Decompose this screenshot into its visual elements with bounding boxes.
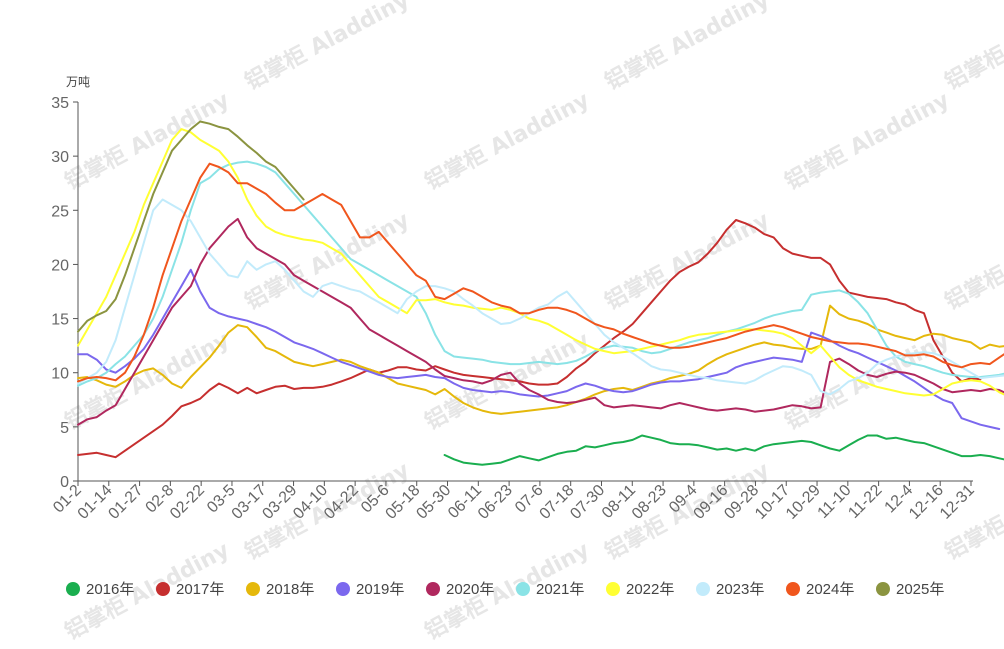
x-tick-label: 05-30	[413, 482, 454, 523]
legend-item[interactable]: 2019年	[336, 581, 404, 598]
y-tick-label: 30	[51, 149, 69, 166]
y-axis-unit-label: 万吨	[66, 75, 90, 89]
series-line	[77, 198, 1004, 396]
watermark: 铝掌柜 Aladdiny	[421, 87, 594, 195]
legend-item[interactable]: 2022年	[606, 581, 674, 598]
x-tick-label: 03-17	[229, 482, 270, 523]
legend-label: 2017年	[176, 581, 224, 598]
watermark-text: 铝掌柜 Aladdiny	[421, 327, 594, 435]
watermark-text: 铝掌柜 Aladdiny	[421, 87, 594, 195]
y-tick-label: 15	[51, 312, 69, 329]
legend-item[interactable]: 2016年	[66, 581, 134, 598]
legend-marker	[246, 582, 260, 596]
legend-label: 2016年	[86, 581, 134, 598]
legend[interactable]: 2016年 2017年 2018年 2019年 2020年 2021年 2022年 2023年…	[66, 581, 944, 598]
watermark: 铝掌柜 Aladdiny	[241, 207, 414, 315]
y-tick-label: 10	[51, 366, 69, 383]
legend-marker	[426, 582, 440, 596]
legend-marker	[696, 582, 710, 596]
watermark: 铝掌柜 Aladdiny	[941, 207, 1004, 315]
legend-marker	[786, 582, 800, 596]
series-line	[77, 304, 1004, 415]
x-tick-label: 07-18	[537, 482, 578, 523]
legend-marker	[156, 582, 170, 596]
legend-marker	[336, 582, 350, 596]
x-ticks: 01-201-1401-2702-802-2203-503-1703-2904-…	[50, 481, 978, 523]
watermark: 铝掌柜 Aladdiny	[601, 207, 774, 315]
series-line	[77, 217, 1004, 426]
legend-marker	[66, 582, 80, 596]
legend-item[interactable]: 2017年	[156, 581, 224, 598]
watermark: 铝掌柜 Aladdiny	[421, 327, 594, 435]
watermark: 铝掌柜 Aladdiny	[781, 87, 954, 195]
y-tick-label: 25	[51, 203, 69, 220]
x-tick-label: 02-22	[167, 482, 208, 523]
watermark-text: 铝掌柜 Aladdiny	[941, 0, 1004, 95]
watermark-text: 铝掌柜 Aladdiny	[941, 207, 1004, 315]
legend-label: 2023年	[716, 581, 764, 598]
watermark: 铝掌柜 Aladdiny	[601, 457, 774, 565]
series-line	[77, 120, 305, 333]
series-line	[77, 162, 1004, 383]
legend-marker	[876, 582, 890, 596]
x-tick-label: 07-30	[567, 482, 608, 523]
series-lines	[77, 120, 1004, 466]
watermark: 铝掌柜 Aladdiny	[601, 0, 774, 95]
watermark-text: 铝掌柜 Aladdiny	[601, 0, 774, 95]
x-tick-label: 12-31	[937, 482, 978, 523]
legend-label: 2018年	[266, 581, 314, 598]
series-line	[77, 160, 1004, 387]
x-tick-label: 01-14	[75, 482, 116, 523]
watermark-text: 铝掌柜 Aladdiny	[601, 457, 774, 565]
x-tick-label: 11-10	[815, 482, 855, 522]
legend-item[interactable]: 2021年	[516, 581, 584, 598]
y-tick-label: 5	[60, 420, 69, 437]
legend-label: 2019年	[356, 581, 404, 598]
legend-item[interactable]: 2025年	[876, 581, 944, 598]
watermark-text: 铝掌柜 Aladdiny	[241, 207, 414, 315]
legend-marker	[606, 582, 620, 596]
axes: 万吨	[66, 75, 973, 482]
y-tick-label: 35	[51, 95, 69, 112]
watermark-text: 铝掌柜 Aladdiny	[241, 0, 414, 95]
legend-label: 2025年	[896, 581, 944, 598]
series-line	[443, 434, 1004, 466]
legend-marker	[516, 582, 530, 596]
x-tick-label: 12-16	[906, 482, 947, 523]
x-tick-label: 01-27	[105, 482, 146, 523]
series-line	[77, 128, 1004, 397]
watermark-text: 铝掌柜 Aladdiny	[781, 87, 954, 195]
legend-label: 2020年	[446, 581, 494, 598]
legend-item[interactable]: 2024年	[786, 581, 854, 598]
legend-label: 2024年	[806, 581, 854, 598]
y-tick-label: 0	[60, 474, 69, 491]
legend-item[interactable]: 2023年	[696, 581, 764, 598]
legend-label: 2022年	[626, 581, 674, 598]
legend-item[interactable]: 2018年	[246, 581, 314, 598]
series-line	[77, 219, 982, 459]
watermark: 铝掌柜 Aladdiny	[941, 0, 1004, 95]
y-tick-label: 20	[51, 257, 69, 274]
x-tick-label: 06-23	[475, 482, 516, 523]
watermark: 铝掌柜 Aladdiny	[241, 0, 414, 95]
legend-label: 2021年	[536, 581, 584, 598]
watermark-text: 铝掌柜 Aladdiny	[601, 207, 774, 315]
x-tick-label: 10-29	[783, 482, 824, 523]
y-ticks: 0 5 10 15 20 25 30 35	[51, 95, 78, 491]
x-tick-label: 11-22	[845, 482, 885, 522]
series-line	[77, 268, 1001, 430]
legend-item[interactable]: 2020年	[426, 581, 494, 598]
